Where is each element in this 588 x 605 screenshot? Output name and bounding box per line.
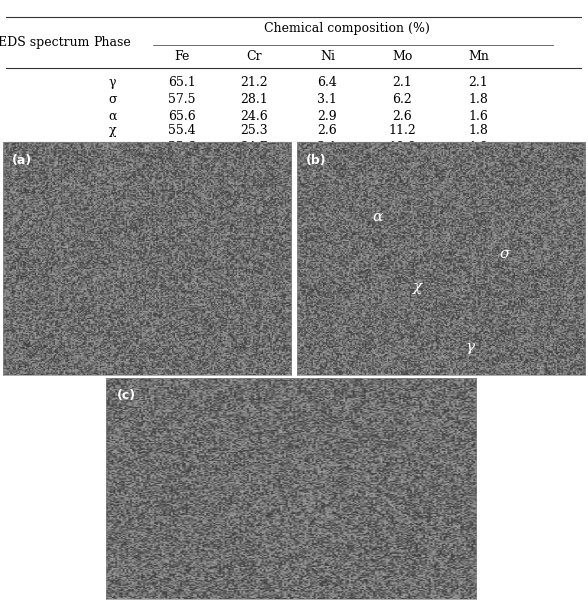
Text: 28.1: 28.1 [240,93,268,106]
Text: σ: σ [108,93,117,106]
Text: 3.1: 3.1 [318,93,338,106]
Text: 1.9: 1.9 [469,142,488,154]
Text: σ: σ [499,247,510,261]
Text: 2.9: 2.9 [318,110,338,123]
Text: Mo: Mo [392,50,413,64]
Text: (b): (b) [306,154,326,167]
Text: 3.1: 3.1 [318,142,338,154]
Text: 1.6: 1.6 [469,110,489,123]
Text: Mn: Mn [468,50,489,64]
Text: 25.3: 25.3 [240,124,268,137]
Text: α: α [372,210,383,224]
Text: Cr: Cr [246,50,262,64]
Text: 24.6: 24.6 [240,110,268,123]
Text: Fe: Fe [174,50,189,64]
Text: 2.1: 2.1 [392,76,412,89]
Text: 6.4: 6.4 [318,76,338,89]
Text: 65.1: 65.1 [168,76,195,89]
Text: 10.9: 10.9 [389,142,416,154]
Text: Chemical composition (%): Chemical composition (%) [265,22,430,35]
Text: 24.7: 24.7 [240,142,268,154]
Text: χ: χ [413,280,423,293]
Text: χ: χ [109,124,116,137]
Text: Ni: Ni [320,50,335,64]
Text: 1.8: 1.8 [469,93,489,106]
Text: Phase: Phase [93,36,131,49]
Text: 21.2: 21.2 [240,76,268,89]
Text: α: α [108,110,117,123]
Text: 57.5: 57.5 [168,93,195,106]
Text: γ: γ [109,76,116,89]
Text: 6.2: 6.2 [392,93,412,106]
Text: 2.6: 2.6 [392,110,412,123]
Text: 2.6: 2.6 [318,124,338,137]
Text: 11.2: 11.2 [389,124,416,137]
Text: EDS spectrum: EDS spectrum [0,36,89,49]
Text: 55.4: 55.4 [168,124,195,137]
Text: γ: γ [465,340,475,354]
Text: 55.6: 55.6 [168,142,195,154]
Text: 1.8: 1.8 [469,124,489,137]
Text: (a): (a) [12,154,32,167]
Text: χ: χ [109,142,116,154]
Text: (c): (c) [117,389,136,402]
Text: 65.6: 65.6 [168,110,195,123]
Text: 2.1: 2.1 [469,76,488,89]
